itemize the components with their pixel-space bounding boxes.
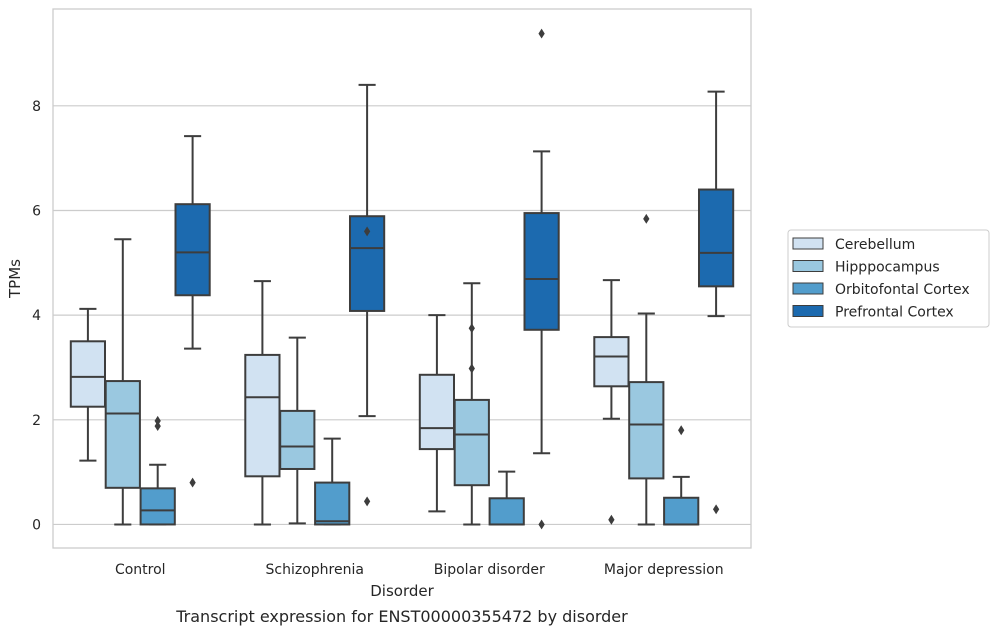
x-tick-label: Major depression: [604, 562, 724, 578]
box-schizophrenia: [314, 437, 351, 526]
box-iqr: [628, 381, 665, 480]
box-major-depression: [697, 90, 735, 515]
outlier-point: [468, 323, 475, 334]
box-iqr: [663, 496, 700, 526]
outlier-point: [363, 496, 371, 507]
outlier-point: [678, 425, 685, 436]
series-hipppocampus: [104, 213, 665, 526]
series-orbitofontal-cortex: [139, 415, 700, 526]
legend-swatch: [792, 237, 824, 250]
x-tick-label: Schizophrenia: [266, 562, 364, 578]
legend-label: Hipppocampus: [835, 260, 940, 276]
y-tick-label: 0: [32, 517, 41, 533]
series-prefrontal-cortex: [174, 28, 735, 530]
box-iqr: [453, 398, 490, 487]
x-tick-label: Control: [115, 562, 166, 578]
x-axis-title: Disorder: [370, 582, 434, 600]
plot-frame: [52, 8, 752, 549]
box-schizophrenia: [348, 83, 386, 507]
box-control: [104, 238, 141, 526]
box-bipolar-disorder: [523, 28, 560, 530]
legend-label: Cerebellum: [835, 237, 915, 253]
outlier-point: [154, 421, 161, 432]
box-bipolar-disorder: [453, 282, 490, 526]
y-axis-title: TPMs: [6, 259, 24, 299]
box-control: [174, 135, 211, 488]
box-iqr: [104, 380, 141, 489]
box-iqr: [523, 212, 560, 331]
box-groups: [69, 28, 735, 530]
box-iqr: [593, 336, 630, 388]
box-schizophrenia: [244, 280, 281, 526]
legend-frame: [787, 229, 990, 328]
box-iqr: [139, 487, 176, 526]
legend-item: Prefrontal Cortex: [792, 305, 954, 321]
box-schizophrenia: [279, 336, 316, 525]
outlier-point: [538, 519, 545, 530]
chart-caption: Transcript expression for ENST0000035547…: [175, 607, 628, 626]
box-major-depression: [663, 425, 700, 526]
series-cerebellum: [69, 279, 630, 526]
outlier-point: [189, 477, 196, 488]
outlier-point: [363, 226, 371, 237]
outlier-point: [712, 504, 720, 515]
box-major-depression: [593, 279, 630, 525]
box-iqr: [488, 497, 525, 526]
outlier-point: [643, 213, 650, 224]
legend-swatch: [792, 260, 824, 272]
box-iqr: [244, 353, 281, 478]
box-major-depression: [628, 213, 665, 526]
legend-label: Prefrontal Cortex: [835, 305, 954, 321]
y-tick-label: 2: [32, 413, 41, 429]
legend-item: Orbitofontal Cortex: [792, 282, 970, 298]
box-iqr: [69, 340, 107, 408]
x-axis-ticks: Control Schizophrenia Bipolar disorder Majo…: [115, 562, 724, 578]
x-tick-label: Bipolar disorder: [434, 562, 545, 578]
legend-swatch: [792, 305, 824, 317]
outlier-point: [154, 415, 161, 426]
legend: Cerebellum Hipppocampus Orbitofontal Corte…: [787, 229, 990, 328]
outlier-point: [468, 363, 475, 374]
box-bipolar-disorder: [488, 470, 525, 526]
box-bipolar-disorder: [418, 314, 456, 513]
y-tick-label: 4: [32, 308, 41, 324]
box-iqr: [279, 409, 316, 470]
box-iqr: [418, 373, 456, 451]
legend-item: Cerebellum: [792, 237, 915, 253]
box-iqr: [314, 481, 351, 526]
y-axis-ticks: 0 2 4 6 8: [32, 99, 41, 534]
y-tick-label: 6: [32, 203, 41, 219]
box-iqr: [697, 188, 735, 288]
legend-items: Cerebellum Hipppocampus Orbitofontal Corte…: [792, 237, 970, 321]
outlier-point: [538, 28, 545, 39]
legend-label: Orbitofontal Cortex: [835, 282, 970, 298]
outlier-point: [608, 514, 615, 525]
legend-swatch: [792, 282, 824, 295]
box-iqr: [174, 203, 211, 297]
y-tick-label: 8: [32, 99, 41, 115]
box-control: [69, 307, 107, 462]
box-control: [139, 415, 176, 526]
legend-item: Hipppocampus: [792, 260, 940, 276]
